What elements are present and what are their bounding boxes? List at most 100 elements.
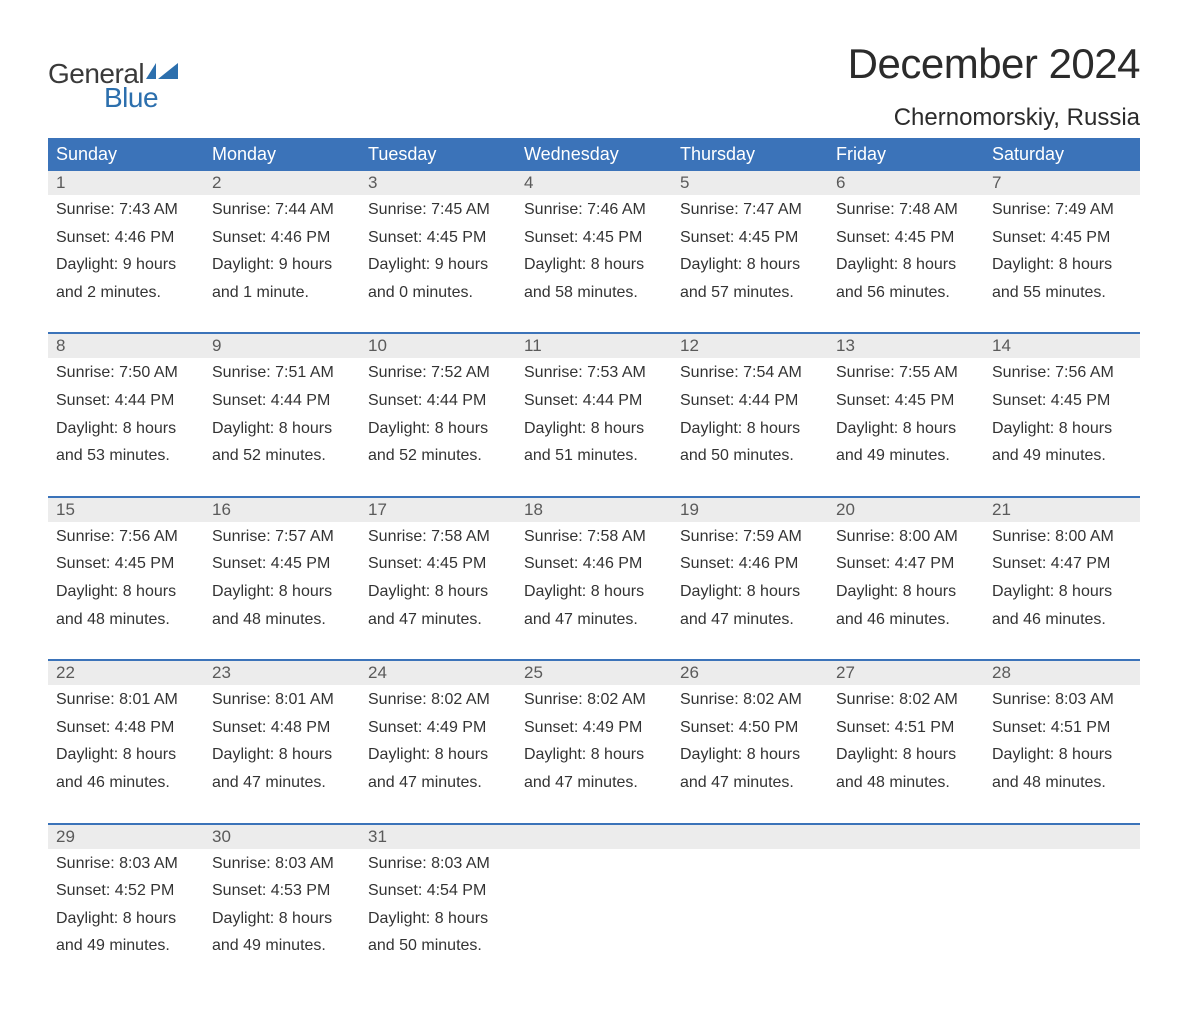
sunset-cell: Sunset: 4:51 PM — [984, 713, 1140, 741]
sunrise-cell — [984, 849, 1140, 877]
day-data-row: and 2 minutes.and 1 minute.and 0 minutes… — [48, 278, 1140, 306]
d1-cell: Daylight: 8 hours — [828, 414, 984, 442]
day-number-cell — [516, 824, 672, 849]
day-number-cell: 15 — [48, 497, 204, 522]
sunrise-cell: Sunrise: 8:01 AM — [204, 685, 360, 713]
sunset-cell: Sunset: 4:53 PM — [204, 876, 360, 904]
sunset-cell: Sunset: 4:48 PM — [204, 713, 360, 741]
sunrise-cell — [516, 849, 672, 877]
sunrise-cell: Sunrise: 8:00 AM — [984, 522, 1140, 550]
month-title: December 2024 — [848, 40, 1140, 88]
day-data-row: and 49 minutes.and 49 minutes.and 50 min… — [48, 931, 1140, 959]
sunset-cell: Sunset: 4:45 PM — [360, 549, 516, 577]
sunset-cell: Sunset: 4:45 PM — [672, 223, 828, 251]
day-number-cell: 14 — [984, 333, 1140, 358]
d2-cell: and 46 minutes. — [984, 605, 1140, 633]
d2-cell: and 49 minutes. — [828, 441, 984, 469]
day-number-cell: 21 — [984, 497, 1140, 522]
d1-cell: Daylight: 8 hours — [204, 577, 360, 605]
d1-cell — [984, 904, 1140, 932]
sunset-cell — [516, 876, 672, 904]
sunset-cell: Sunset: 4:54 PM — [360, 876, 516, 904]
d2-cell: and 46 minutes. — [828, 605, 984, 633]
sunset-cell: Sunset: 4:45 PM — [204, 549, 360, 577]
d1-cell: Daylight: 8 hours — [984, 250, 1140, 278]
day-number-row: 15161718192021 — [48, 497, 1140, 522]
day-data-row: Daylight: 8 hoursDaylight: 8 hoursDaylig… — [48, 740, 1140, 768]
logo-text-blue: Blue — [104, 82, 158, 114]
sunset-cell: Sunset: 4:47 PM — [984, 549, 1140, 577]
sunrise-cell: Sunrise: 8:02 AM — [516, 685, 672, 713]
d2-cell: and 50 minutes. — [672, 441, 828, 469]
sunrise-cell: Sunrise: 7:53 AM — [516, 358, 672, 386]
d1-cell: Daylight: 8 hours — [516, 414, 672, 442]
day-number-cell: 24 — [360, 660, 516, 685]
sunset-cell: Sunset: 4:46 PM — [204, 223, 360, 251]
d2-cell: and 49 minutes. — [204, 931, 360, 959]
d2-cell: and 52 minutes. — [360, 441, 516, 469]
day-number-cell: 22 — [48, 660, 204, 685]
sunrise-cell: Sunrise: 7:47 AM — [672, 195, 828, 223]
day-number-cell: 28 — [984, 660, 1140, 685]
sunrise-cell: Sunrise: 8:01 AM — [48, 685, 204, 713]
d2-cell: and 47 minutes. — [204, 768, 360, 796]
sunset-cell: Sunset: 4:45 PM — [516, 223, 672, 251]
sunset-cell: Sunset: 4:48 PM — [48, 713, 204, 741]
week-separator — [48, 469, 1140, 497]
day-data-row: Daylight: 9 hoursDaylight: 9 hoursDaylig… — [48, 250, 1140, 278]
d1-cell: Daylight: 8 hours — [828, 740, 984, 768]
sunset-cell: Sunset: 4:45 PM — [828, 386, 984, 414]
d2-cell: and 57 minutes. — [672, 278, 828, 306]
week-separator — [48, 632, 1140, 660]
d2-cell: and 48 minutes. — [828, 768, 984, 796]
day-number-cell: 8 — [48, 333, 204, 358]
sunrise-cell: Sunrise: 7:46 AM — [516, 195, 672, 223]
d1-cell: Daylight: 8 hours — [204, 904, 360, 932]
d2-cell — [516, 931, 672, 959]
d1-cell: Daylight: 8 hours — [516, 250, 672, 278]
day-number-cell: 1 — [48, 171, 204, 195]
sunrise-cell: Sunrise: 7:57 AM — [204, 522, 360, 550]
day-data-row: Sunset: 4:44 PMSunset: 4:44 PM Sunset: 4:… — [48, 386, 1140, 414]
day-number-cell: 5 — [672, 171, 828, 195]
d2-cell: and 51 minutes. — [516, 441, 672, 469]
sunrise-cell: Sunrise: 8:03 AM — [984, 685, 1140, 713]
sunrise-cell — [672, 849, 828, 877]
calendar-header-row: Sunday Monday Tuesday Wednesday Thursday… — [48, 138, 1140, 171]
day-number-cell: 25 — [516, 660, 672, 685]
d1-cell: Daylight: 9 hours — [204, 250, 360, 278]
day-number-row: 1234567 — [48, 171, 1140, 195]
sunrise-cell: Sunrise: 7:59 AM — [672, 522, 828, 550]
calendar-table: Sunday Monday Tuesday Wednesday Thursday… — [48, 138, 1140, 959]
col-monday: Monday — [204, 138, 360, 171]
d2-cell: and 55 minutes. — [984, 278, 1140, 306]
sunrise-calendar-page: General Blue December 2024 Chernomorskiy… — [0, 0, 1188, 1019]
d2-cell: and 56 minutes. — [828, 278, 984, 306]
sunset-cell: Sunset: 4:45 PM — [828, 223, 984, 251]
day-data-row: Daylight: 8 hoursDaylight: 8 hoursDaylig… — [48, 577, 1140, 605]
d1-cell: Daylight: 8 hours — [360, 740, 516, 768]
day-number-cell: 23 — [204, 660, 360, 685]
sunset-cell: Sunset: 4:46 PM — [672, 549, 828, 577]
d1-cell: Daylight: 8 hours — [672, 577, 828, 605]
day-data-row: Sunset: 4:45 PMSunset: 4:45 PMSunset: 4:… — [48, 549, 1140, 577]
d1-cell: Daylight: 8 hours — [48, 414, 204, 442]
d2-cell: and 49 minutes. — [984, 441, 1140, 469]
sunset-cell: Sunset: 4:44 PM — [204, 386, 360, 414]
d1-cell: Daylight: 8 hours — [984, 740, 1140, 768]
sunset-cell: Sunset: 4:45 PM — [48, 549, 204, 577]
sunrise-cell: Sunrise: 8:03 AM — [360, 849, 516, 877]
d2-cell: and 47 minutes. — [672, 768, 828, 796]
d2-cell: and 48 minutes. — [204, 605, 360, 633]
day-number-cell: 19 — [672, 497, 828, 522]
day-number-row: 293031 — [48, 824, 1140, 849]
day-number-cell: 18 — [516, 497, 672, 522]
sunrise-cell: Sunrise: 8:02 AM — [360, 685, 516, 713]
sunrise-cell: Sunrise: 8:00 AM — [828, 522, 984, 550]
sunset-cell: Sunset: 4:46 PM — [516, 549, 672, 577]
sunrise-cell: Sunrise: 7:58 AM — [516, 522, 672, 550]
location-label: Chernomorskiy, Russia — [848, 104, 1140, 132]
sunset-cell: Sunset: 4:52 PM — [48, 876, 204, 904]
sunset-cell: Sunset: 4:44 PM — [360, 386, 516, 414]
d1-cell — [828, 904, 984, 932]
